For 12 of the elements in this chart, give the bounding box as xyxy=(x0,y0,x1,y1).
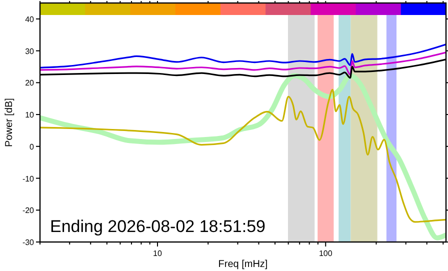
x-tick-label: 100 xyxy=(318,249,333,258)
annotation: Ending 2026-08-02 18:51:59 xyxy=(50,217,266,236)
y-tick-label: -30 xyxy=(22,238,35,247)
y-tick-label: -10 xyxy=(22,174,35,184)
y-tick-label: 10 xyxy=(25,110,35,120)
y-tick-label: 40 xyxy=(25,14,35,24)
y-tick-label: 0 xyxy=(30,142,35,152)
y-tick-label: 30 xyxy=(25,46,35,56)
y-axis-title: Power [dB] xyxy=(4,98,15,147)
y-tick-label: 20 xyxy=(25,78,35,88)
x-axis-title: Freq [mHz] xyxy=(218,259,268,270)
y-tick-label: -20 xyxy=(22,206,35,216)
